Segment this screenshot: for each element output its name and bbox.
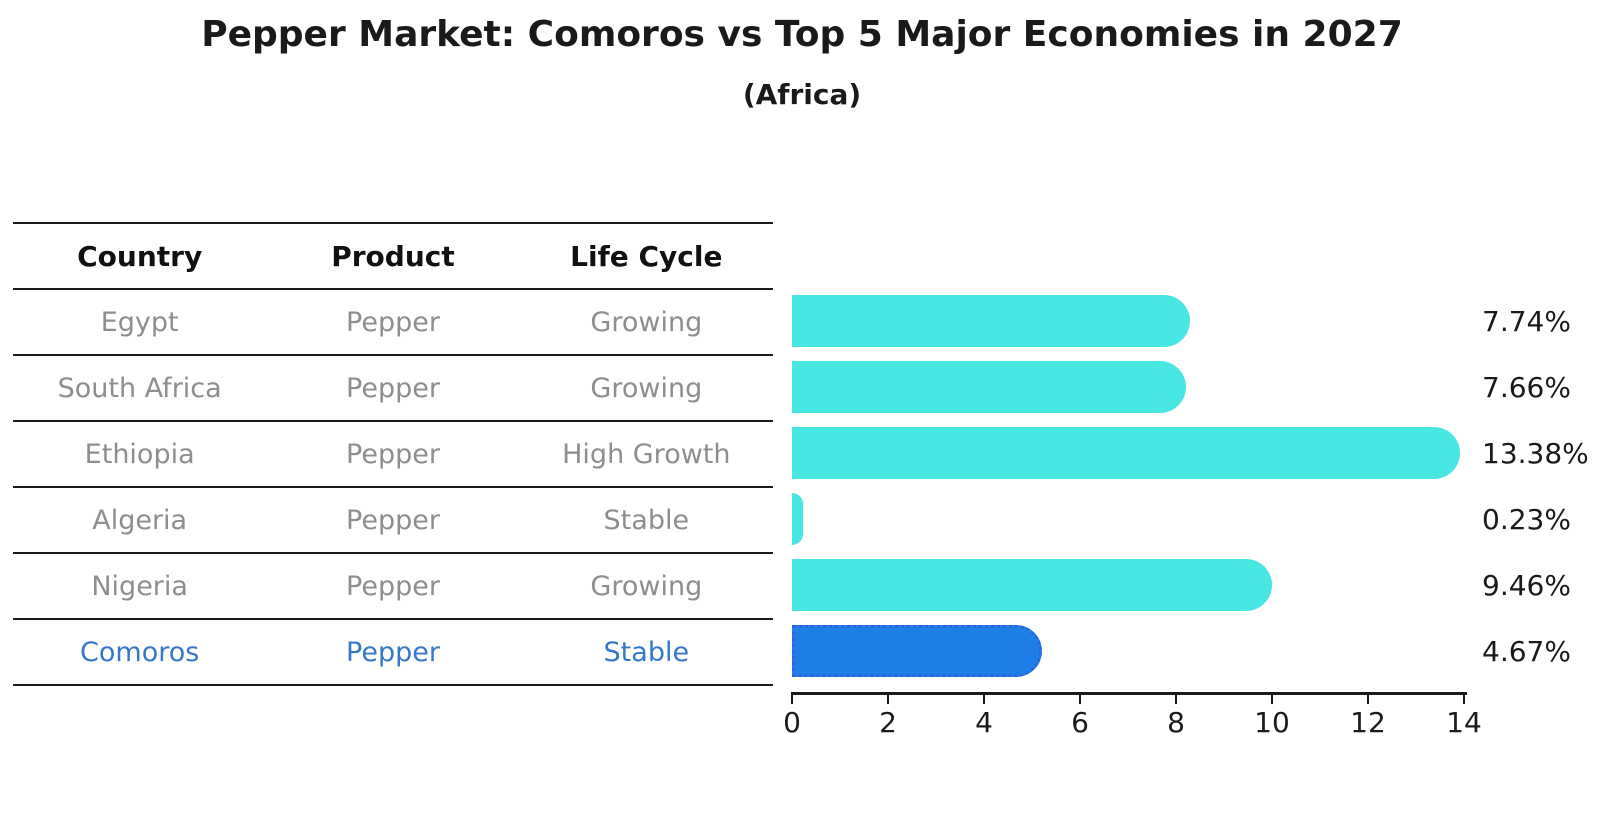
table-cell-life-cycle: Stable	[603, 504, 690, 536]
x-axis-tick-label: 14	[1446, 706, 1482, 739]
table-row: South Africa Pepper Growing	[13, 356, 773, 422]
x-axis-tick-label: 2	[879, 706, 897, 739]
table-body: Egypt Pepper Growing South Africa Pepper Grow…	[13, 290, 773, 686]
x-axis-tick-label: 8	[1167, 706, 1185, 739]
bar-value-label: 7.74%	[1482, 304, 1571, 338]
table-cell-country: Algeria	[92, 504, 188, 536]
table-cell-country: Comoros	[80, 636, 200, 668]
x-axis-tick-label: 4	[975, 706, 993, 739]
table-cell-country: Ethiopia	[84, 438, 195, 470]
chart-title: Pepper Market: Comoros vs Top 5 Major Ec…	[201, 14, 1403, 55]
bar	[792, 427, 1461, 479]
x-axis-tick-label: 12	[1350, 706, 1386, 739]
bar	[792, 559, 1273, 611]
x-axis-tick	[1367, 695, 1369, 704]
bar-value-label: 0.23%	[1482, 502, 1571, 536]
table-cell-product: Pepper	[346, 306, 440, 338]
table-cell-product: Pepper	[346, 504, 440, 536]
x-axis-tick	[791, 695, 793, 704]
table-cell-country: Egypt	[100, 306, 179, 338]
table-cell-product: Pepper	[346, 636, 440, 668]
chart-subtitle: (Africa)	[742, 78, 862, 111]
bar-value-label: 9.46%	[1482, 568, 1571, 602]
bar-highlight	[792, 625, 1043, 677]
table-cell-country: South Africa	[57, 372, 222, 404]
table-cell-life-cycle: Growing	[590, 570, 703, 602]
table-row: Egypt Pepper Growing	[13, 290, 773, 356]
bar-plot-area	[792, 288, 1512, 684]
table-header-cell: Country	[77, 239, 203, 273]
table-cell-life-cycle: Growing	[590, 306, 703, 338]
table-cell-life-cycle: High Growth	[562, 438, 731, 470]
x-axis-tick	[1271, 695, 1273, 704]
bar	[792, 295, 1190, 347]
bar	[792, 493, 804, 545]
table-cell-product: Pepper	[346, 570, 440, 602]
table-row: Comoros Pepper Stable	[13, 620, 773, 686]
bar-value-label: 4.67%	[1482, 634, 1571, 668]
x-axis-tick	[983, 695, 985, 704]
x-axis-tick-label: 0	[783, 706, 801, 739]
table-row: Ethiopia Pepper High Growth	[13, 422, 773, 488]
table-row: Algeria Pepper Stable	[13, 488, 773, 554]
table-cell-life-cycle: Stable	[603, 636, 690, 668]
bar	[792, 361, 1186, 413]
x-axis-tick-label: 10	[1254, 706, 1290, 739]
country-table: Country Product Life Cycle Egypt Pepper Grow…	[13, 222, 773, 686]
table-header-cell: Life Cycle	[570, 239, 723, 273]
x-axis-tick	[1079, 695, 1081, 704]
table-row: Nigeria Pepper Growing	[13, 554, 773, 620]
table-header-cell: Product	[331, 239, 455, 273]
bar-value-label: 13.38%	[1482, 436, 1589, 470]
table-cell-product: Pepper	[346, 438, 440, 470]
table-cell-country: Nigeria	[91, 570, 188, 602]
x-axis-tick	[1463, 695, 1465, 704]
table-cell-product: Pepper	[346, 372, 440, 404]
table-header-row: Country Product Life Cycle	[13, 222, 773, 290]
bar-value-label: 7.66%	[1482, 370, 1571, 404]
x-axis-line	[791, 692, 1467, 695]
x-axis-tick	[887, 695, 889, 704]
x-axis-tick-label: 6	[1071, 706, 1089, 739]
table-cell-life-cycle: Growing	[590, 372, 703, 404]
x-axis-tick	[1175, 695, 1177, 704]
